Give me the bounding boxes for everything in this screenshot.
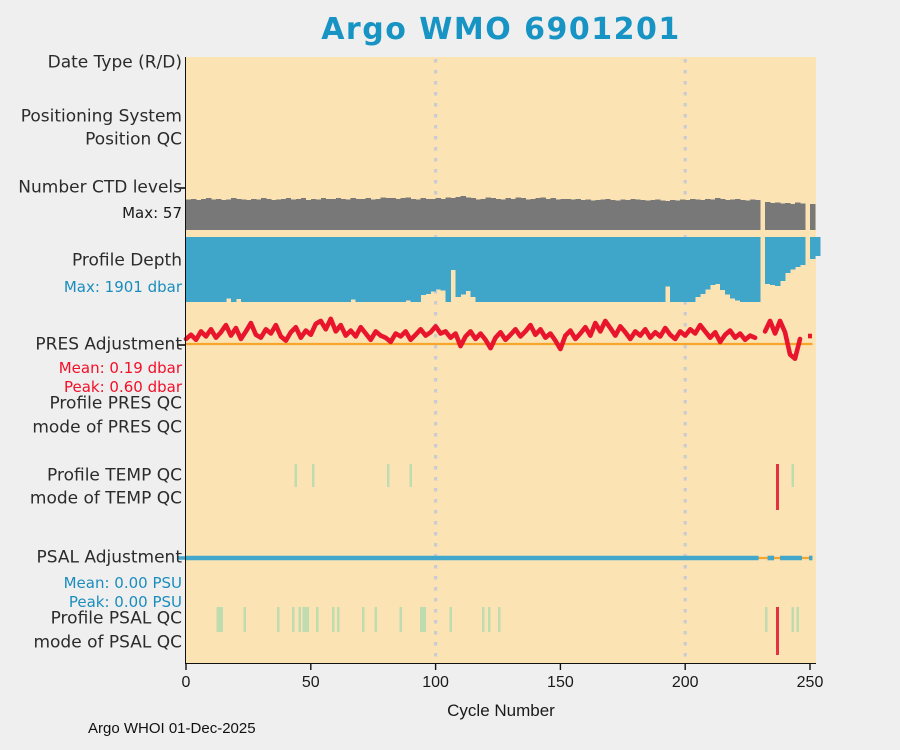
mode-psal-qc-band xyxy=(758,631,807,656)
row-label-positioning-system: Positioning System xyxy=(20,106,182,127)
row-label-profile-psal-qc: Profile PSAL QC xyxy=(50,608,182,629)
mode-pres-qc-band xyxy=(758,414,807,439)
row-label-position-qc: Position QC xyxy=(85,129,182,150)
row-label-profile-pres-qc: Profile PRES QC xyxy=(49,393,182,414)
red-flag-marks xyxy=(776,464,780,655)
row-label-ctd-levels: Number CTD levels xyxy=(18,177,182,198)
profile-temp-qc-band xyxy=(294,463,807,488)
date-type-band xyxy=(758,57,807,79)
row-label-pres-mean: Mean: 0.19 dbar xyxy=(58,358,182,377)
row-label-profile-depth: Profile Depth xyxy=(71,250,182,271)
figure-title: Argo WMO 6901201 xyxy=(321,12,681,47)
x-tick-0: 0 xyxy=(181,674,191,691)
x-tick-50: 50 xyxy=(301,674,320,691)
x-axis-label: Cycle Number xyxy=(447,701,555,720)
row-label-mode-psal-qc: mode of PSAL QC xyxy=(33,632,182,653)
row-label-pres-adjustment: PRES Adjustment xyxy=(35,334,182,355)
profile-depth-bars xyxy=(186,237,821,302)
profile-pres-qc-band xyxy=(758,392,807,416)
figure-footnote: Argo WHOI 01-Dec-2025 xyxy=(88,720,256,737)
gridlines xyxy=(434,59,687,661)
row-label-depth-max: Max: 1901 dbar xyxy=(63,277,182,296)
x-tick-100: 100 xyxy=(422,674,449,691)
axes xyxy=(178,57,817,670)
row-label-date-type: Date Type (R/D) xyxy=(47,52,182,73)
row-label-mode-temp-qc: mode of TEMP QC xyxy=(29,488,182,509)
plot-background xyxy=(186,57,816,663)
row-label-mode-pres-qc: mode of PRES QC xyxy=(32,417,182,438)
row-label-psal-mean: Mean: 0.00 PSU xyxy=(63,573,182,592)
x-tick-200: 200 xyxy=(671,674,699,691)
row-label-pres-peak: Peak: 0.60 dbar xyxy=(63,377,182,396)
x-tick-250: 250 xyxy=(796,674,824,691)
row-label-ctd-max: Max: 57 xyxy=(122,203,182,222)
row-label-psal-peak: Peak: 0.00 PSU xyxy=(68,592,182,611)
ctd-levels-bars xyxy=(186,195,816,230)
mode-temp-qc-band xyxy=(758,486,807,511)
pres-adjustment-line xyxy=(183,316,812,362)
row-label-profile-temp-qc: Profile TEMP QC xyxy=(47,465,182,486)
row-label-psal-adjustment: PSAL Adjustment xyxy=(36,547,182,568)
positioning-system-band xyxy=(758,102,807,130)
profile-psal-qc-band xyxy=(216,606,807,633)
position-qc-band xyxy=(758,128,807,153)
x-tick-150: 150 xyxy=(547,674,574,691)
